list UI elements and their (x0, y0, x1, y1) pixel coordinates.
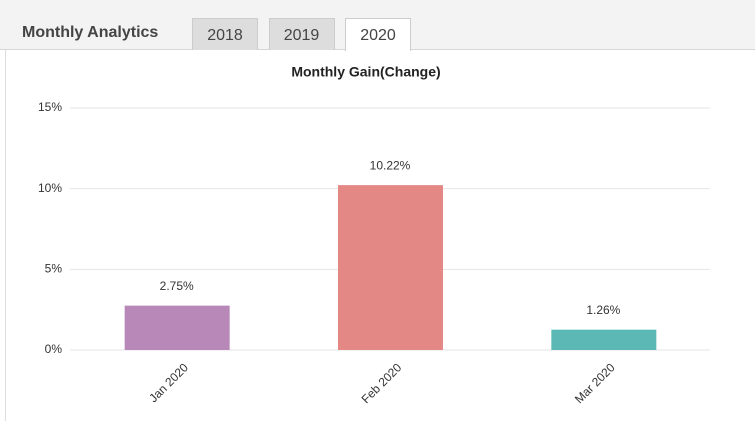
year-tab[interactable]: 2018 (192, 18, 258, 50)
y-tick-label: 10% (38, 181, 62, 195)
chart-title: Monthly Gain(Change) (291, 64, 440, 80)
bar (338, 185, 443, 350)
y-tick-label: 15% (38, 100, 62, 114)
header: Monthly Analytics 2018 2019 2020 (0, 0, 755, 51)
year-tab[interactable]: 2019 (268, 18, 335, 50)
x-tick-label: Mar 2020 (572, 360, 618, 406)
y-tick-label: 0% (45, 342, 63, 356)
value-label: 1.26% (586, 303, 620, 317)
x-tick-label: Jan 2020 (146, 360, 191, 405)
panel (5, 50, 755, 421)
bar (124, 305, 230, 350)
widget-title: Monthly Analytics (22, 24, 159, 41)
bar (551, 329, 657, 350)
x-tick-label: Feb 2020 (359, 360, 405, 406)
year-tab[interactable]: 2020 (345, 18, 411, 51)
value-label: 10.22% (370, 158, 411, 172)
value-label: 2.75% (160, 279, 194, 293)
y-tick-label: 5% (45, 262, 63, 276)
